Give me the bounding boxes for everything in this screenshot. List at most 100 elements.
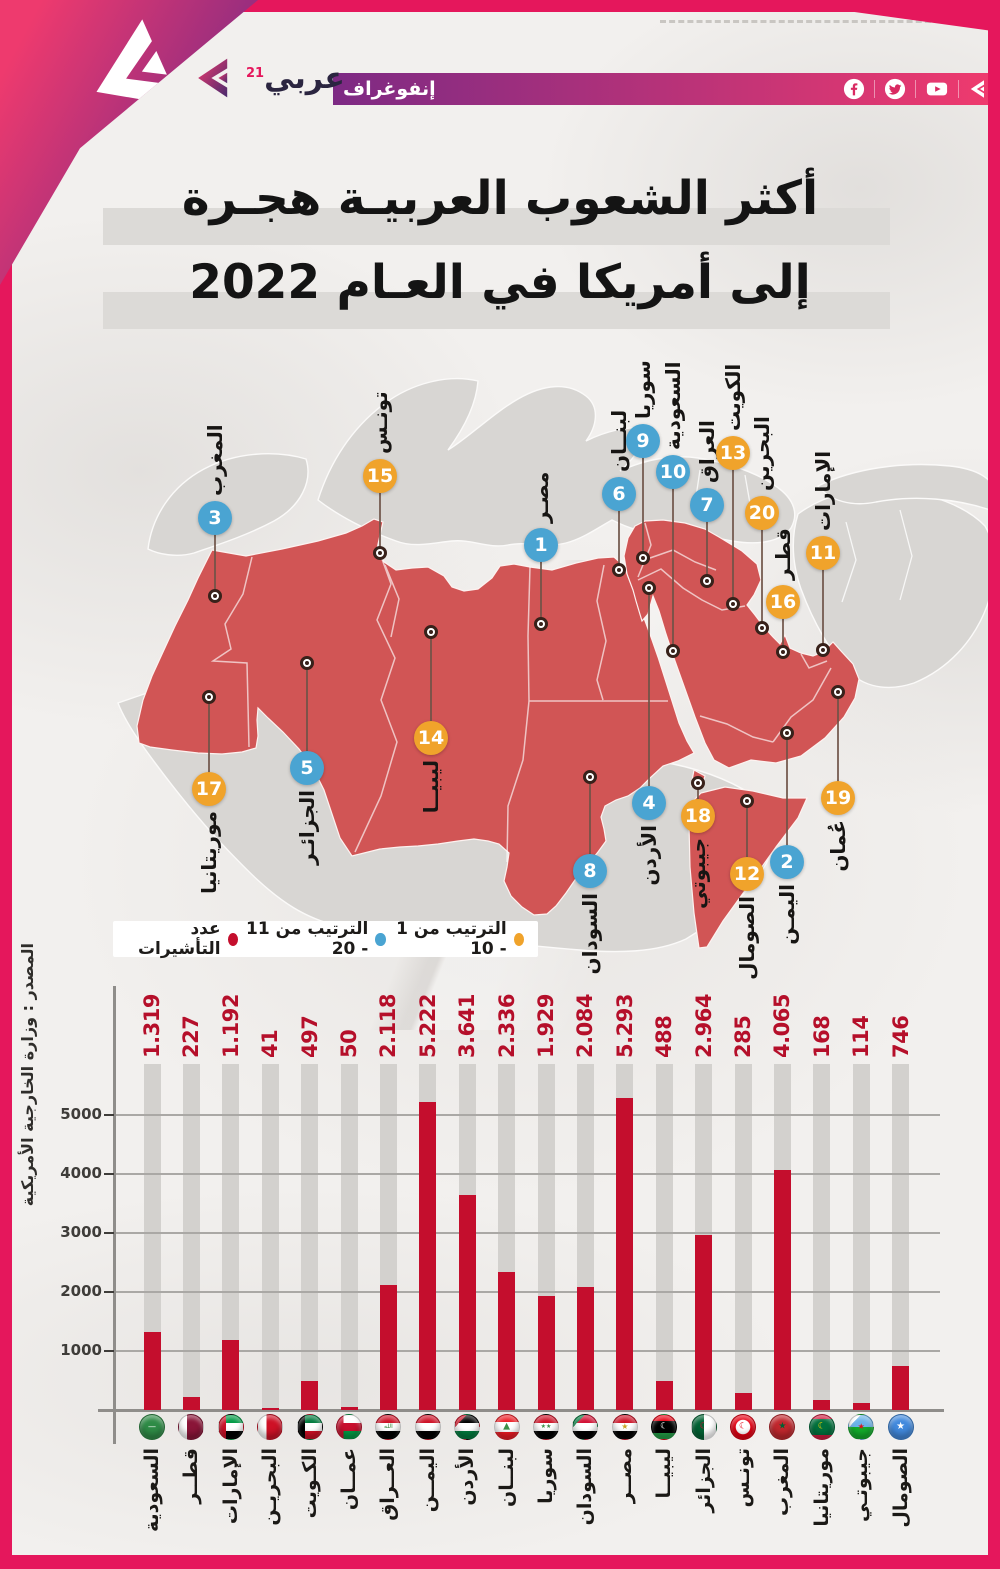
marker-anchor	[208, 589, 222, 603]
marker-badge: 4	[632, 786, 666, 820]
marker-label: مصـر	[529, 471, 553, 523]
flag-emblem: ★	[896, 1420, 906, 1432]
marker-line	[822, 553, 824, 650]
flag-icon	[336, 1414, 362, 1440]
anchor-dot	[429, 630, 433, 634]
bar	[537, 1296, 555, 1410]
flag-icon: ★★	[533, 1414, 559, 1440]
marker-label: الكويت	[721, 363, 745, 431]
marker-line	[746, 801, 748, 874]
bar-track	[261, 1064, 279, 1410]
marker-label: الإمارات	[811, 450, 835, 531]
bar	[261, 1408, 279, 1410]
anchor-dot	[213, 594, 217, 598]
anchor-dot	[588, 775, 592, 779]
anchor-dot	[207, 695, 211, 699]
bar-track	[182, 1064, 200, 1410]
marker-label: الأردن	[637, 825, 661, 886]
y-tick-label: 2000	[60, 1282, 102, 1300]
y-tick-dash	[104, 1173, 114, 1175]
marker-anchor	[831, 685, 845, 699]
bar	[498, 1272, 516, 1410]
bar-track	[892, 1064, 910, 1410]
source-note: المصدر : وزارة الخارجية الأمريكية	[18, 943, 37, 1207]
y-tick-label: 3000	[60, 1223, 102, 1241]
bar	[576, 1287, 594, 1410]
twitter-icon[interactable]	[884, 78, 906, 100]
flag-icon: —	[139, 1414, 165, 1440]
flag-icon: ▲	[493, 1414, 520, 1440]
bar	[892, 1366, 910, 1410]
arabi21-icon[interactable]	[968, 79, 988, 99]
y-tick-dash	[104, 1232, 114, 1234]
marker-label: الصومال	[735, 896, 759, 980]
divider	[958, 80, 959, 98]
bar	[419, 1102, 437, 1410]
legend-dot	[513, 932, 524, 946]
marker-anchor	[780, 726, 794, 740]
flag-icon	[217, 1414, 244, 1440]
deco-dashes	[660, 20, 940, 23]
anchor-dot	[641, 556, 645, 560]
legend-dot	[375, 932, 386, 946]
flag-emblem: ☾	[738, 1421, 748, 1432]
marker-line	[430, 632, 432, 738]
marker-badge: 16	[766, 585, 800, 619]
marker-badge: 11	[806, 536, 840, 570]
marker-label: تونـس	[368, 391, 392, 454]
marker-badge: 7	[690, 488, 724, 522]
legend-label: الترتيب من 1 - 10	[396, 919, 507, 959]
legend-label: عدد التأشيرات	[137, 919, 221, 959]
flag-icon: ★	[611, 1414, 638, 1440]
bar-track	[301, 1064, 319, 1410]
anchor-dot	[705, 579, 709, 583]
anchor-dot	[647, 586, 651, 590]
marker-line	[648, 588, 650, 803]
marker-anchor	[583, 770, 597, 784]
legend-item: الترتيب من 1 - 10	[386, 919, 524, 959]
y-tick-dash	[104, 1114, 114, 1116]
bar-track	[813, 1064, 831, 1410]
marker-badge: 8	[573, 854, 607, 888]
y-tick-label: 4000	[60, 1164, 102, 1182]
marker-line	[379, 476, 381, 553]
marker-badge: 3	[198, 501, 232, 535]
marker-badge: 15	[363, 459, 397, 493]
facebook-icon[interactable]	[843, 78, 865, 100]
marker-anchor	[816, 643, 830, 657]
anchor-dot	[760, 626, 764, 630]
marker-line	[214, 518, 216, 596]
infographic-label: إنفوغراف	[343, 78, 436, 100]
bar	[616, 1098, 634, 1410]
flag-emblem: الله	[384, 1422, 393, 1430]
flag-icon	[414, 1414, 441, 1440]
bar-track	[222, 1064, 240, 1410]
brand: عربي21	[192, 52, 346, 104]
flag-icon	[257, 1414, 284, 1440]
bar	[301, 1381, 319, 1410]
bar	[182, 1397, 200, 1410]
x-axis	[98, 1409, 944, 1412]
marker-label: السودان	[578, 893, 602, 975]
youtube-icon[interactable]	[925, 78, 949, 100]
marker-label: السعودية	[661, 361, 685, 450]
gridline	[116, 1173, 940, 1175]
anchor-dot	[305, 661, 309, 665]
marker-line	[642, 441, 644, 558]
bar	[734, 1393, 752, 1410]
marker-line	[208, 697, 210, 789]
marker-label: ليبيــا	[419, 760, 443, 814]
marker-badge: 1	[524, 528, 558, 562]
flag-emblem: ★★	[540, 1422, 552, 1430]
flag-emblem: ☾	[817, 1421, 826, 1432]
marker-line	[306, 663, 308, 768]
marker-anchor	[755, 621, 769, 635]
map-gray-lands	[117, 378, 997, 953]
title-highlight-2	[103, 292, 890, 329]
social-icons	[829, 78, 988, 100]
marker-label: اليمـن	[775, 884, 799, 945]
marker-label: جيبوتي	[686, 838, 710, 910]
bar	[222, 1340, 240, 1410]
flag-icon	[572, 1414, 599, 1440]
